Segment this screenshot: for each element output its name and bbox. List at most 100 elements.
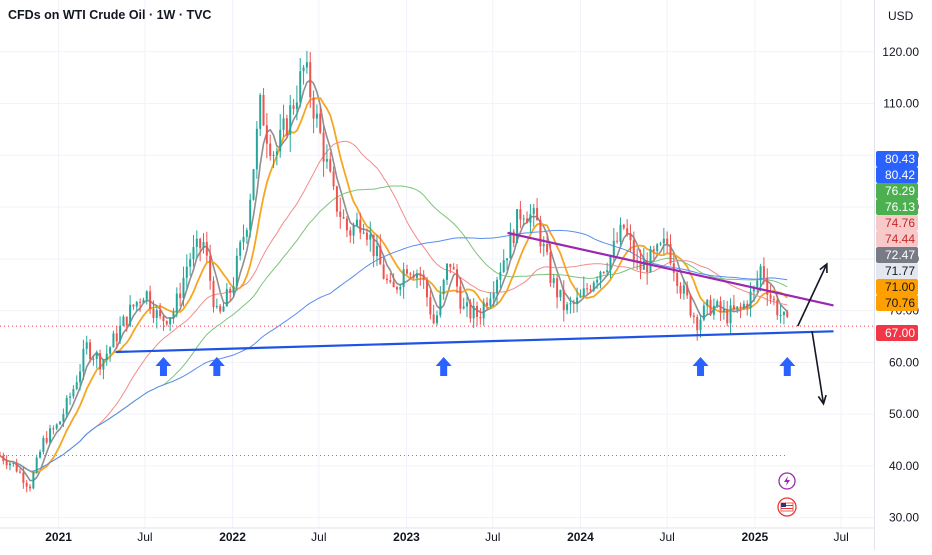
candle-body bbox=[786, 311, 789, 317]
candle-body bbox=[45, 438, 48, 443]
candle bbox=[592, 280, 595, 293]
candle bbox=[45, 431, 48, 445]
candle bbox=[282, 104, 285, 138]
candle-body bbox=[489, 298, 492, 306]
candle bbox=[766, 268, 769, 306]
candle-body bbox=[552, 278, 555, 284]
candle-body bbox=[59, 421, 62, 425]
candle bbox=[409, 271, 412, 279]
candle-body bbox=[269, 143, 272, 156]
candle-body bbox=[405, 269, 408, 274]
candle-body bbox=[292, 105, 295, 110]
candle bbox=[262, 88, 265, 127]
price-badge-bg bbox=[876, 279, 918, 295]
candle-body bbox=[612, 240, 615, 256]
candle bbox=[719, 296, 722, 322]
lightning-icon[interactable] bbox=[778, 472, 796, 490]
candle-body bbox=[212, 280, 215, 308]
candle bbox=[122, 314, 125, 327]
candle-body bbox=[619, 224, 622, 242]
candle-body bbox=[289, 105, 292, 135]
candle bbox=[536, 198, 539, 221]
candle bbox=[579, 289, 582, 298]
candle bbox=[402, 262, 405, 299]
candle bbox=[229, 286, 232, 301]
candle bbox=[375, 234, 378, 266]
candle bbox=[672, 252, 675, 282]
resistance-trendline[interactable] bbox=[507, 231, 834, 307]
support-touch-arrow-icon bbox=[435, 357, 452, 376]
candle bbox=[189, 252, 192, 276]
candle bbox=[252, 168, 255, 201]
candle-body bbox=[459, 286, 462, 309]
candle-body bbox=[239, 242, 242, 256]
candle-body bbox=[716, 301, 719, 306]
projection-up-arrow[interactable] bbox=[797, 262, 828, 327]
candle-body bbox=[2, 455, 5, 461]
candle bbox=[152, 300, 155, 324]
candle-body bbox=[89, 342, 92, 359]
us-flag-icon[interactable] bbox=[777, 497, 797, 517]
candle bbox=[52, 425, 55, 435]
candle bbox=[5, 455, 8, 470]
event-icons[interactable] bbox=[777, 472, 797, 517]
candle-body bbox=[435, 315, 439, 324]
candle-body bbox=[159, 310, 162, 317]
candle bbox=[452, 263, 455, 270]
candle bbox=[739, 302, 742, 319]
candle bbox=[232, 277, 235, 297]
candle-body bbox=[682, 285, 685, 294]
candle bbox=[576, 287, 579, 313]
candle-body bbox=[332, 171, 335, 187]
candle-body bbox=[115, 333, 118, 342]
candle bbox=[255, 121, 258, 179]
candle bbox=[496, 276, 499, 306]
candle bbox=[472, 298, 475, 329]
candle-body bbox=[349, 230, 352, 236]
x-axis[interactable]: 2021 Jul 2022 Jul 2023 Jul 2024 Jul 2025 Jul bbox=[0, 527, 874, 544]
price-badge-bg bbox=[876, 183, 918, 199]
candle bbox=[315, 104, 318, 128]
price-badge-label: 74.44 bbox=[885, 232, 915, 246]
projection-up-arrow-head bbox=[819, 262, 828, 274]
candle bbox=[69, 392, 72, 406]
candle-body bbox=[122, 316, 125, 326]
price-badge: 70.76 bbox=[876, 295, 918, 311]
currency-label[interactable]: USD bbox=[888, 9, 914, 23]
candle bbox=[365, 228, 368, 246]
candle-body bbox=[355, 219, 358, 226]
price-badge-bg bbox=[876, 215, 918, 231]
candle-body bbox=[626, 228, 629, 235]
candle bbox=[195, 230, 198, 259]
candle bbox=[372, 234, 375, 268]
candle bbox=[659, 241, 662, 246]
candle-body bbox=[165, 321, 168, 325]
drawings[interactable] bbox=[115, 231, 834, 406]
candle bbox=[209, 244, 212, 290]
candle bbox=[55, 423, 58, 431]
price-badge-bg bbox=[876, 325, 918, 341]
candle-body bbox=[562, 289, 565, 311]
candle bbox=[506, 258, 509, 271]
candle-body bbox=[312, 97, 315, 119]
candle-body bbox=[425, 279, 428, 298]
candle bbox=[342, 209, 345, 220]
candle bbox=[222, 302, 225, 312]
support-trendline[interactable] bbox=[115, 330, 834, 354]
candle-body bbox=[679, 285, 682, 294]
candle bbox=[779, 304, 782, 324]
projection-down-arrow[interactable] bbox=[811, 331, 827, 406]
support-touch-arrow-icon bbox=[155, 357, 172, 376]
candle bbox=[249, 193, 252, 238]
candle-body bbox=[599, 272, 602, 280]
candle bbox=[279, 114, 282, 158]
candle-body bbox=[232, 286, 235, 293]
candle bbox=[456, 263, 459, 294]
candle-body bbox=[629, 234, 632, 241]
candle-body bbox=[579, 296, 582, 298]
price-badge-label: 80.42 bbox=[885, 168, 915, 182]
candle bbox=[75, 375, 78, 391]
candle bbox=[442, 278, 445, 300]
